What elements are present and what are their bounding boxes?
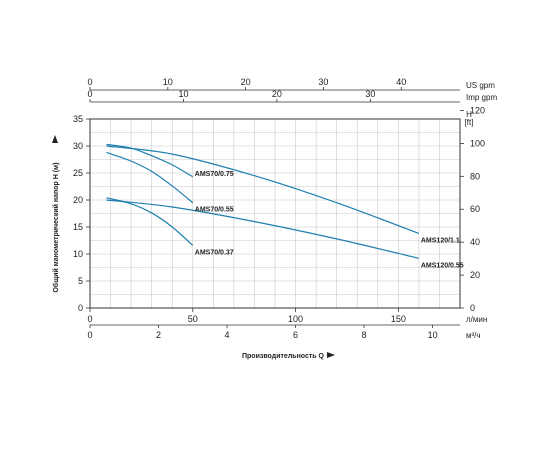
x-axis-title: Производительность Q <box>242 353 325 360</box>
top-axis-tick-label: 40 <box>396 77 406 87</box>
y-tick-label: 0 <box>78 303 83 313</box>
series-line-ams120-0-55 <box>106 199 420 259</box>
right-tick-label: 80 <box>470 171 480 181</box>
series-line-ams70-0-75 <box>106 143 194 178</box>
bottom-axis-tick-label: 0 <box>87 330 92 340</box>
y-tick-label: 15 <box>73 222 83 232</box>
y-axis-title: Общий манометрический напор H (м) <box>52 162 60 292</box>
x-tick-label: 150 <box>391 314 406 324</box>
series-lines <box>106 143 420 259</box>
series-line-ams120-1-1 <box>106 145 420 235</box>
series-label: AMS70/0.37 <box>195 249 234 256</box>
top-axis-tick-label: 0 <box>87 89 92 99</box>
top-axis-unit-label: Imp gpm <box>466 93 497 102</box>
series-label: AMS70/0.55 <box>195 207 234 214</box>
bottom-axis-tick-label: 6 <box>293 330 298 340</box>
top-axis-tick-label: 10 <box>163 77 173 87</box>
series-line-ams70-0-55 <box>106 151 194 204</box>
right-tick-label: 40 <box>470 237 480 247</box>
bottom-axis-tick-label: 8 <box>362 330 367 340</box>
right-axis-label-ft: [ft] <box>465 118 474 127</box>
plot-frame <box>89 118 461 309</box>
top-axis-tick-label: 20 <box>272 89 282 99</box>
bottom-axis-tick-label: 10 <box>428 330 438 340</box>
grid <box>90 119 460 308</box>
series-line-ams70-0-37 <box>106 197 194 246</box>
top-axis-tick-label: 20 <box>241 77 251 87</box>
bottom-axis-tick-label: 2 <box>156 330 161 340</box>
bottom-axis-unit-label: м³/ч <box>466 331 481 340</box>
x-tick-label: 50 <box>188 314 198 324</box>
right-tick-label: 120 <box>470 105 485 115</box>
top-axis-tick-label: 0 <box>87 77 92 87</box>
y-tick-label: 30 <box>73 141 83 151</box>
top-axis-tick-label: 10 <box>178 89 188 99</box>
y-axis-arrow-icon <box>52 135 58 143</box>
right-tick-label: 60 <box>470 204 480 214</box>
series-label: AMS70/0.75 <box>195 171 234 178</box>
right-tick-label: 100 <box>470 138 485 148</box>
x-tick-label: 100 <box>288 314 303 324</box>
bottom-axis-tick-label: 4 <box>225 330 230 340</box>
right-axis-label-h: H <box>466 110 472 119</box>
y-tick-label: 10 <box>73 249 83 259</box>
top-axis-tick-label: 30 <box>365 89 375 99</box>
right-tick-label: 0 <box>470 303 475 313</box>
y-tick-label: 20 <box>73 195 83 205</box>
series-label: AMS120/1.1 <box>421 237 460 244</box>
axes <box>86 87 464 328</box>
y-tick-label: 35 <box>73 114 83 124</box>
top-axis-tick-label: 30 <box>318 77 328 87</box>
x-tick-label: 0 <box>87 314 92 324</box>
y-tick-label: 25 <box>73 168 83 178</box>
x-axis-arrow-icon <box>327 352 335 358</box>
series-label: AMS120/0.55 <box>421 262 464 269</box>
x-unit-label: л/мин <box>466 315 487 324</box>
y-tick-label: 5 <box>78 276 83 286</box>
top-axis-unit-label: US gpm <box>466 81 495 90</box>
right-tick-label: 20 <box>470 270 480 280</box>
